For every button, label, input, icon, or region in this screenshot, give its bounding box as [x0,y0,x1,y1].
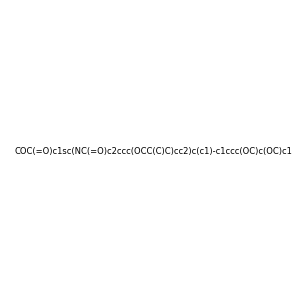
Text: COC(=O)c1sc(NC(=O)c2ccc(OCC(C)C)cc2)c(c1)-c1ccc(OC)c(OC)c1: COC(=O)c1sc(NC(=O)c2ccc(OCC(C)C)cc2)c(c1… [15,147,293,156]
